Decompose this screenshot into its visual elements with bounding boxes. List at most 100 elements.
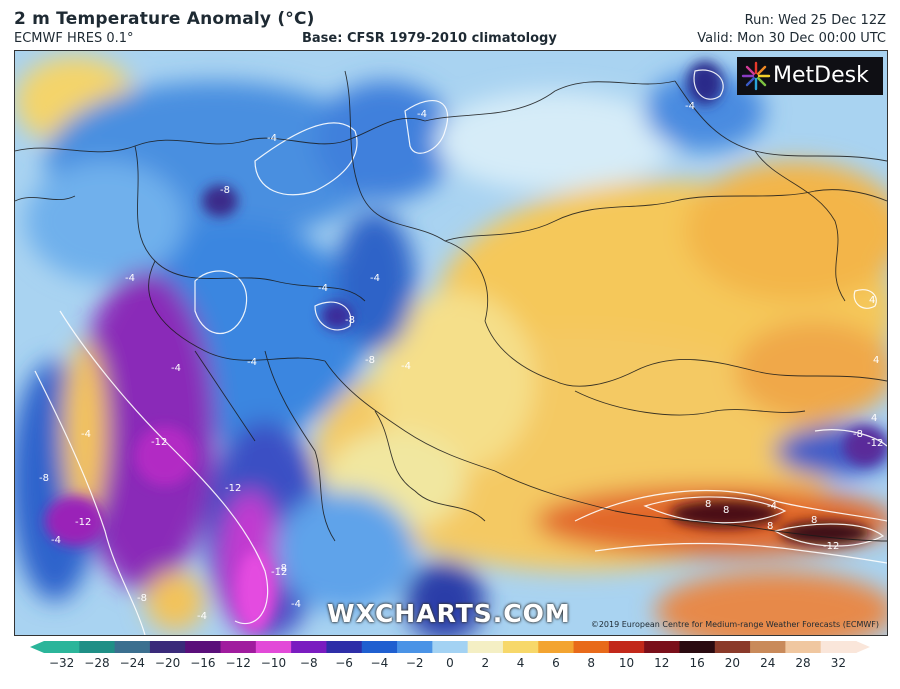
colorbar-segment [538,641,575,653]
colorbar-segment [750,641,786,653]
colorbar-tick-label: −4 [370,656,389,670]
contour-lines [34,69,887,635]
contour-label: 8 [767,521,773,532]
anomaly-map: -4 -4 -4 -8 -4 -4 -4 -8 -8 -4 -4 -4 -12 … [14,50,888,636]
colorbar-segment [679,641,716,653]
contour-label: -4 [370,273,380,284]
contour-label: -12 [225,483,241,494]
colorbar-tick-label: −28 [84,656,110,670]
metdesk-logo: MetDesk [737,57,883,95]
contour-label: -8 [39,473,49,484]
colorbar-segment [608,641,645,653]
wxcharts-watermark: WXCHARTS.COM [327,599,571,628]
colorbar-tick-label: −32 [48,656,75,670]
run-time: Run: Wed 25 Dec 12Z [744,13,886,28]
contour-label: -12 [75,517,91,528]
colorbar-tick-label: −20 [154,656,181,670]
colorbar-tick-label: 2 [481,656,490,670]
colorbar-max-arrow [856,641,870,653]
colorbar-tick-label: 0 [446,656,454,670]
contour-label: 8 [723,505,729,516]
metdesk-burst-icon [741,61,771,91]
colorbar-min-arrow [30,641,44,653]
contour-label: -12 [271,567,287,578]
contour-label-layer: -4 -4 -4 -8 -4 -4 -4 -8 -8 -4 -4 -4 -12 … [39,101,883,622]
colorbar-tick-label: −6 [335,656,353,670]
colorbar-tick-label: 32 [830,656,846,670]
colorbar-segment [149,641,186,653]
climatology-base: Base: CFSR 1979-2010 climatology [302,31,557,46]
country-borders [15,70,887,542]
colorbar-tick-label: −12 [225,656,251,670]
contour-label: -4 [767,501,777,512]
colorbar-tick-label: −24 [119,656,145,670]
contour-label: -8 [853,429,863,440]
chart-header: 2 m Temperature Anomaly (°C) ECMWF HRES … [0,0,900,50]
colorbar-segment [44,641,80,653]
colorbar-tick-label: −16 [190,656,216,670]
anomaly-field [15,56,887,635]
contour-label: -4 [417,109,427,120]
contour-label: -4 [291,599,301,610]
colorbar-tick-label: 4 [516,656,525,670]
colorbar-tick-label: 8 [587,656,596,670]
contour-label: 4 [873,355,879,366]
chart-title: 2 m Temperature Anomaly (°C) [14,9,315,29]
contour-label: -8 [137,593,147,604]
contour-label: -4 [685,101,695,112]
colorbar-ticks: −32 −28 −24 −20 −16 −12 −10 −8 −6 −4 −2 0 2 4 6 8 10 12 16… [0,656,900,676]
colorbar-tick-label: 16 [689,656,705,670]
contour-label: -4 [267,133,277,144]
colorbar-tick-label: −8 [299,656,318,670]
colorbar-segment [502,641,539,653]
contour-label: -4 [125,273,135,284]
contour-label: -4 [401,361,411,372]
contour-label: -4 [51,535,61,546]
contour-label: -8 [365,355,375,366]
colorbar-segment [185,641,222,653]
contour-label: -4 [81,429,91,440]
colorbar-segment [114,641,151,653]
colorbar-tick-label: 6 [552,656,560,670]
copyright-notice: ©2019 European Centre for Medium-range W… [590,620,879,629]
colorbar-segment [397,641,433,653]
contour-label: -12 [867,438,883,449]
colorbar-segment [326,641,363,653]
model-name: ECMWF HRES 0.1° [14,31,134,46]
colorbar-segment [820,641,857,653]
colorbar-segment [573,641,610,653]
colorbar-segments [30,641,870,653]
colorbar [30,641,870,653]
colorbar-tick-label: 28 [795,656,811,670]
contour-label: -4 [318,283,328,294]
colorbar-segment [291,641,328,653]
colorbar-tick-label: −10 [260,656,287,670]
contour-label: 8 [811,515,817,526]
colorbar-segment [255,641,292,653]
colorbar-segment [644,641,681,653]
contour-label: 4 [869,295,875,306]
colorbar-tick-label: −2 [405,656,424,670]
colorbar-segment [220,641,257,653]
contour-label: -12 [151,437,167,448]
colorbar-tick-label: 10 [618,656,635,670]
colorbar-segment [79,641,116,653]
contour-label: -4 [247,357,257,368]
contour-label: -8 [220,185,230,196]
valid-time: Valid: Mon 30 Dec 00:00 UTC [697,31,886,46]
contour-label: -8 [345,315,355,326]
contour-label: -4 [197,611,207,622]
colorbar-segment [432,641,469,653]
colorbar-tick-label: 20 [724,656,741,670]
colorbar-segment [467,641,504,653]
colorbar-tick-label: 24 [760,656,776,670]
logo-text: MetDesk [773,63,869,88]
colorbar-segment [361,641,398,653]
map-canvas: -4 -4 -4 -8 -4 -4 -4 -8 -8 -4 -4 -4 -12 … [15,51,887,635]
colorbar-segment [714,641,751,653]
contour-label: -8 [277,563,287,574]
contour-label: 8 [705,499,711,510]
colorbar-tick-label: 12 [654,656,670,670]
contour-label: -4 [171,363,181,374]
contour-label: 4 [871,413,877,424]
